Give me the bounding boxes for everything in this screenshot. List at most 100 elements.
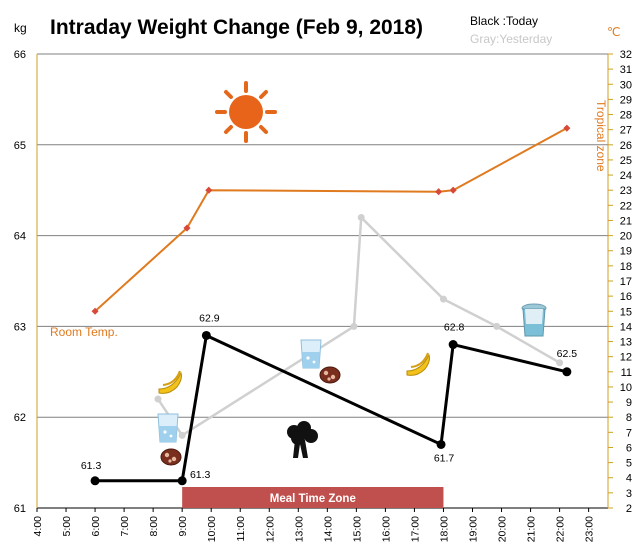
y-tick-label: 63 xyxy=(14,321,26,333)
data-label: 62.5 xyxy=(557,348,578,360)
meat-icon xyxy=(319,366,341,384)
series-point xyxy=(183,224,191,232)
water-glass-icon xyxy=(300,339,322,369)
series-point xyxy=(439,295,447,303)
banana-icon xyxy=(158,370,182,394)
right-tick-label: 32 xyxy=(620,49,632,61)
right-tick-label: 3 xyxy=(626,488,632,500)
meat-icon xyxy=(160,448,182,466)
right-tick-label: 13 xyxy=(620,337,632,349)
y-tick-label: 64 xyxy=(14,231,26,243)
series-point xyxy=(201,330,211,340)
water-glass-icon xyxy=(157,413,179,443)
right-axis-ticks: 2345678910111213141516171819202122232425… xyxy=(608,49,632,515)
series-layer: 61.3 61.3 62.9 61.7 62.8 62.5 xyxy=(81,124,578,486)
broccoli-icon xyxy=(287,421,318,458)
right-tick-label: 2 xyxy=(626,503,632,515)
series-line xyxy=(94,127,568,313)
series-point xyxy=(350,322,358,330)
room-temp-label: Room Temp. xyxy=(50,325,118,339)
right-tick-label: 6 xyxy=(626,442,632,454)
right-tick-label: 4 xyxy=(626,473,632,485)
y-tick-label: 62 xyxy=(14,412,26,424)
right-tick-label: 11 xyxy=(621,367,632,379)
right-tick-label: 30 xyxy=(620,79,632,91)
y-tick-label: 61 xyxy=(14,503,26,515)
y-tick-label: 65 xyxy=(14,140,26,152)
right-tick-label: 8 xyxy=(626,412,632,424)
right-tick-label: 25 xyxy=(620,155,632,167)
series-point xyxy=(90,476,100,486)
right-tick-label: 10 xyxy=(620,382,632,394)
series-line xyxy=(95,333,568,483)
series-point xyxy=(563,124,571,132)
x-tick-label: 7:00 xyxy=(119,516,131,537)
sun-icon xyxy=(215,81,277,143)
x-tick-label: 8:00 xyxy=(148,516,160,537)
x-tick-label: 11:00 xyxy=(235,516,247,542)
right-axis-unit: ℃ xyxy=(607,25,620,39)
right-tick-label: 5 xyxy=(626,458,632,470)
meal-time-zone xyxy=(182,487,444,508)
series-point xyxy=(357,213,365,221)
x-tick-label: 6:00 xyxy=(90,516,102,537)
series-point xyxy=(205,186,213,194)
x-tick-label: 5:00 xyxy=(61,516,73,537)
x-tick-label: 9:00 xyxy=(177,516,189,537)
x-tick-label: 17:00 xyxy=(409,516,421,542)
meal-time-zone-label: Meal Time Zone xyxy=(270,493,356,505)
right-tick-label: 18 xyxy=(620,261,632,273)
left-axis-ticks: 61 62 63 64 65 66 xyxy=(14,49,26,515)
series-point xyxy=(436,439,446,449)
right-tick-label: 7 xyxy=(626,427,632,439)
series-point xyxy=(435,188,443,196)
right-tick-label: 28 xyxy=(620,110,632,122)
x-tick-label: 14:00 xyxy=(322,516,334,542)
x-tick-label: 22:00 xyxy=(555,516,567,542)
x-tick-label: 21:00 xyxy=(526,516,538,542)
right-tick-label: 29 xyxy=(620,94,632,106)
x-tick-label: 23:00 xyxy=(584,516,596,542)
right-tick-label: 27 xyxy=(620,125,632,137)
series-point xyxy=(493,322,501,330)
series-point xyxy=(177,476,187,486)
x-tick-label: 4:00 xyxy=(32,516,44,537)
series-point xyxy=(449,186,457,194)
data-label: 61.7 xyxy=(434,452,455,464)
right-tick-label: 31 xyxy=(620,64,632,76)
right-tick-label: 24 xyxy=(620,170,632,182)
series-point xyxy=(178,431,186,439)
legend-today: Black :Today xyxy=(470,14,538,28)
series-point xyxy=(154,395,162,403)
right-tick-label: 17 xyxy=(620,276,632,288)
x-tick-label: 10:00 xyxy=(206,516,218,542)
trash-bin-icon xyxy=(521,303,547,337)
x-tick-label: 15:00 xyxy=(351,516,363,542)
right-tick-label: 9 xyxy=(626,397,632,409)
left-axis-unit: kg xyxy=(14,21,27,35)
banana-icon xyxy=(406,352,430,376)
x-tick-label: 18:00 xyxy=(438,516,450,542)
x-tick-label: 20:00 xyxy=(497,516,509,542)
series-point xyxy=(562,367,572,377)
data-label: 62.8 xyxy=(444,322,465,334)
x-tick-label: 12:00 xyxy=(264,516,276,542)
data-label: 62.9 xyxy=(199,312,220,324)
series-point xyxy=(448,340,458,350)
data-label: 61.3 xyxy=(190,469,211,481)
gridlines xyxy=(36,53,609,509)
series-point xyxy=(91,307,99,315)
right-tick-label: 12 xyxy=(620,352,632,364)
x-tick-label: 13:00 xyxy=(293,516,305,542)
right-tick-label: 21 xyxy=(620,215,632,227)
right-tick-label: 23 xyxy=(620,185,632,197)
right-tick-label: 15 xyxy=(620,306,632,318)
right-tick-label: 19 xyxy=(620,246,632,258)
right-tick-label: 26 xyxy=(620,140,632,152)
series-point xyxy=(556,359,564,367)
x-tick-label: 19:00 xyxy=(468,516,480,542)
legend-yesterday: Gray:Yesterday xyxy=(470,32,552,46)
x-tick-label: 16:00 xyxy=(380,516,392,542)
